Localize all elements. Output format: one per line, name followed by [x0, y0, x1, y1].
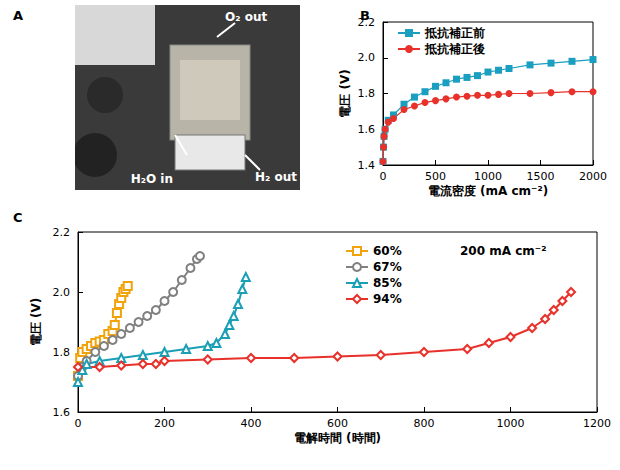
svg-text:200 mA cm⁻²: 200 mA cm⁻²	[460, 244, 546, 258]
svg-text:0: 0	[75, 417, 82, 430]
svg-text:60%: 60%	[373, 244, 402, 258]
svg-text:H₂ out: H₂ out	[255, 170, 297, 184]
svg-text:抵抗補正後: 抵抗補正後	[424, 42, 485, 56]
svg-text:2.2: 2.2	[53, 226, 71, 239]
svg-text:800: 800	[414, 417, 435, 430]
svg-text:200: 200	[154, 417, 175, 430]
svg-text:94%: 94%	[373, 292, 402, 306]
svg-text:1.6: 1.6	[53, 406, 71, 419]
svg-text:A: A	[13, 8, 23, 23]
svg-text:67%: 67%	[373, 260, 402, 274]
svg-text:85%: 85%	[373, 276, 402, 290]
svg-text:1.4: 1.4	[358, 159, 376, 172]
svg-text:電流密度 (mA cm⁻²): 電流密度 (mA cm⁻²)	[428, 184, 548, 198]
svg-text:600: 600	[327, 417, 348, 430]
svg-text:400: 400	[241, 417, 262, 430]
svg-text:0: 0	[380, 170, 387, 183]
svg-text:1.6: 1.6	[358, 123, 376, 136]
svg-text:1.8: 1.8	[53, 346, 71, 359]
svg-text:500: 500	[425, 170, 446, 183]
svg-text:1500: 1500	[527, 170, 555, 183]
svg-text:1.8: 1.8	[358, 87, 376, 100]
svg-text:B: B	[360, 8, 370, 23]
svg-text:1000: 1000	[474, 170, 502, 183]
svg-text:1200: 1200	[583, 417, 611, 430]
svg-text:2.0: 2.0	[358, 51, 376, 64]
svg-text:1000: 1000	[497, 417, 525, 430]
svg-text:電圧 (V): 電圧 (V)	[29, 298, 43, 346]
svg-text:電圧 (V): 電圧 (V)	[338, 69, 352, 117]
svg-text:電解時間 (時間): 電解時間 (時間)	[294, 431, 381, 445]
svg-text:2000: 2000	[579, 170, 607, 183]
svg-text:O₂ out: O₂ out	[225, 10, 267, 24]
svg-text:C: C	[13, 210, 23, 225]
svg-text:H₂O in: H₂O in	[131, 172, 173, 186]
svg-text:2.0: 2.0	[53, 286, 71, 299]
svg-text:抵抗補正前: 抵抗補正前	[424, 26, 485, 40]
